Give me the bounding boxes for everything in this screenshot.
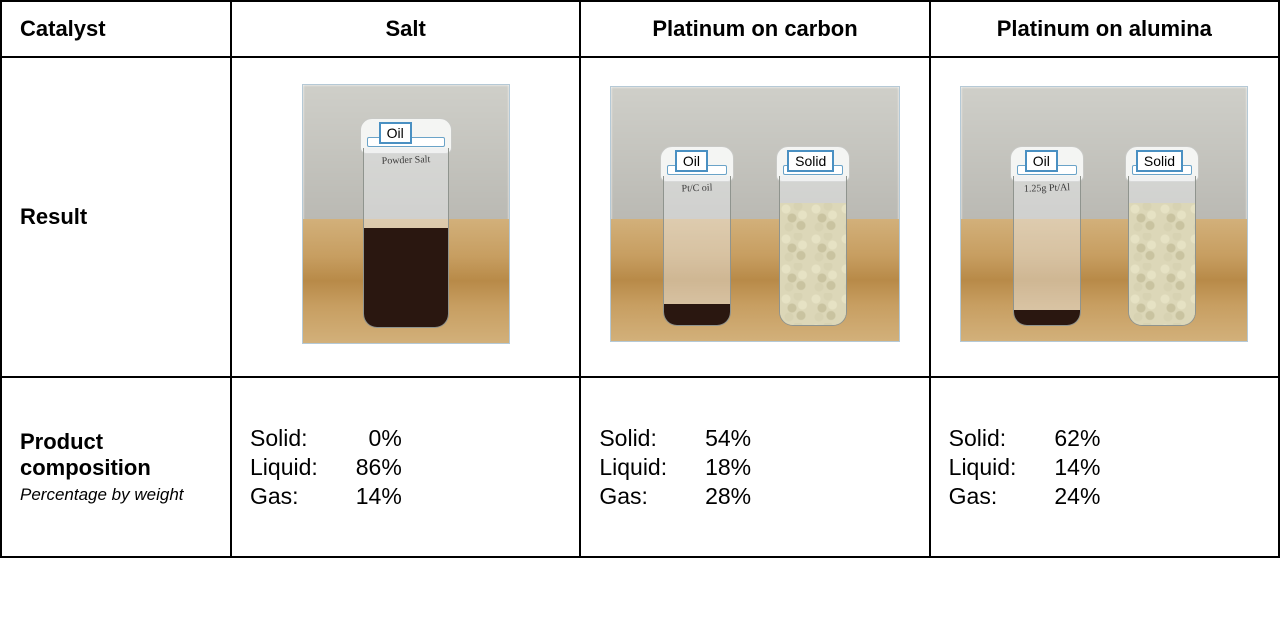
vial-label-text: 1.25g Pt/Al <box>1020 183 1074 195</box>
label-solid: Solid: <box>599 425 667 452</box>
col-header-2: Platinum on alumina <box>930 1 1279 57</box>
label-solid: Solid: <box>949 425 1017 452</box>
annotation-oil: Oil <box>675 150 708 172</box>
label-liquid: Liquid: <box>949 454 1017 481</box>
composition-title: Product composition <box>20 429 151 480</box>
value-solid: 62% <box>1044 425 1100 452</box>
vial-label-text: Pt/C oil <box>670 183 724 195</box>
solid-fill <box>1129 203 1195 325</box>
vial-oil: Pt/C oil Oil <box>663 146 731 326</box>
vial-photo-ptal: 1.25g Pt/Al Oil Solid <box>960 86 1248 342</box>
value-gas: 24% <box>1044 483 1100 510</box>
label-gas: Gas: <box>949 483 1017 510</box>
composition-subnote: Percentage by weight <box>20 485 212 505</box>
header-row: Catalyst Salt Platinum on carbon Platinu… <box>1 1 1279 57</box>
value-gas: 14% <box>346 483 402 510</box>
oil-fill <box>664 304 730 325</box>
value-liquid: 18% <box>695 454 751 481</box>
composition-row: Product composition Percentage by weight… <box>1 377 1279 557</box>
annotation-oil: Oil <box>379 122 412 144</box>
label-liquid: Liquid: <box>599 454 667 481</box>
label-solid: Solid: <box>250 425 318 452</box>
vial-solid: Solid <box>1128 146 1196 326</box>
annotation-oil: Oil <box>1025 150 1058 172</box>
label-gas: Gas: <box>599 483 667 510</box>
label-gas: Gas: <box>250 483 318 510</box>
solid-fill <box>780 203 846 325</box>
oil-fill <box>364 228 448 326</box>
rowlabel-composition: Product composition Percentage by weight <box>1 377 231 557</box>
result-photo-2: 1.25g Pt/Al Oil Solid <box>930 57 1279 377</box>
value-solid: 54% <box>695 425 751 452</box>
composition-0: Solid: 0% Liquid: 86% Gas: 14% <box>231 377 580 557</box>
result-row: Result Powder Salt Oil <box>1 57 1279 377</box>
rowlabel-result: Result <box>1 57 231 377</box>
col-header-0: Salt <box>231 1 580 57</box>
annotation-solid: Solid <box>787 150 834 172</box>
label-liquid: Liquid: <box>250 454 318 481</box>
composition-2: Solid: 62% Liquid: 14% Gas: 24% <box>930 377 1279 557</box>
composition-1: Solid: 54% Liquid: 18% Gas: 28% <box>580 377 929 557</box>
header-catalyst: Catalyst <box>1 1 231 57</box>
vial-photo-ptc: Pt/C oil Oil Solid <box>610 86 900 342</box>
annotation-solid: Solid <box>1136 150 1183 172</box>
vial-label-text: Powder Salt <box>370 154 442 167</box>
vial-photo-salt: Powder Salt Oil <box>302 84 510 344</box>
vial-oil: 1.25g Pt/Al Oil <box>1013 146 1081 326</box>
value-gas: 28% <box>695 483 751 510</box>
oil-fill <box>1014 310 1080 325</box>
vial-oil: Powder Salt Oil <box>363 118 449 328</box>
value-liquid: 14% <box>1044 454 1100 481</box>
result-photo-1: Pt/C oil Oil Solid <box>580 57 929 377</box>
catalyst-comparison-table: Catalyst Salt Platinum on carbon Platinu… <box>0 0 1280 558</box>
value-liquid: 86% <box>346 454 402 481</box>
col-header-1: Platinum on carbon <box>580 1 929 57</box>
value-solid: 0% <box>346 425 402 452</box>
result-photo-0: Powder Salt Oil <box>231 57 580 377</box>
vial-solid: Solid <box>779 146 847 326</box>
